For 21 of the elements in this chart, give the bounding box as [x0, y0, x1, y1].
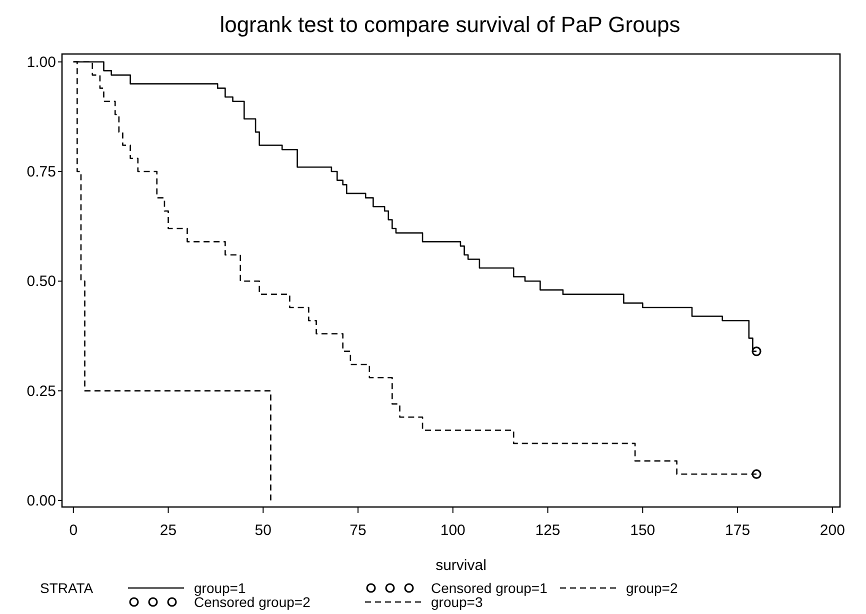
- legend-label: Censored group=1: [431, 580, 548, 596]
- legend-label: group=3: [431, 594, 483, 610]
- legend-title: STRATA: [40, 580, 94, 596]
- x-axis-title: survival: [436, 557, 486, 574]
- y-tick-label: 0.25: [26, 382, 56, 400]
- x-tick-label: 150: [630, 522, 656, 539]
- y-tick-label: 0.00: [26, 492, 56, 510]
- x-tick-label: 50: [254, 522, 272, 539]
- x-tick-label: 200: [820, 522, 845, 539]
- y-tick-label: 0.50: [26, 273, 56, 290]
- x-tick-label: 175: [725, 522, 750, 539]
- y-tick-label: 1.00: [26, 54, 56, 71]
- x-tick-label: 125: [535, 522, 560, 539]
- x-tick-label: 75: [350, 522, 366, 539]
- x-tick-label: 0: [69, 522, 78, 539]
- x-tick-label: 100: [440, 522, 466, 539]
- legend-label: group=1: [194, 580, 246, 596]
- y-tick-label: 0.75: [26, 164, 56, 181]
- x-tick-label: 25: [160, 522, 177, 539]
- chart-title: logrank test to compare survival of PaP Groups: [220, 12, 680, 37]
- legend-label: group=2: [626, 580, 678, 596]
